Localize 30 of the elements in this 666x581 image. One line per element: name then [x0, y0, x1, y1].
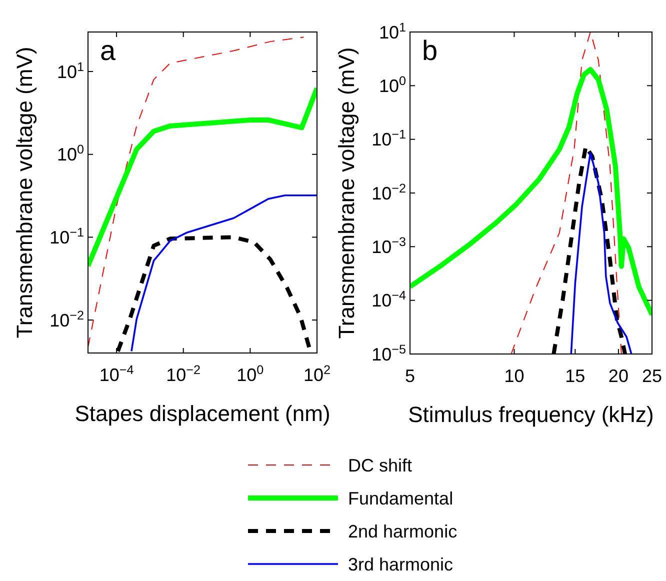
x-axis-title: Stapes displacement (nm) [74, 401, 330, 426]
y-tick-label: 10$^{1}$ [56, 60, 84, 82]
annotation: b [422, 35, 438, 66]
x-tick-label: 10$^{0}$ [236, 363, 264, 385]
x-axis-title: Stimulus frequency (kHz) [408, 402, 654, 427]
y-tick-label: 10$^{−5}$ [372, 342, 406, 364]
y-tick-label: 10$^{−3}$ [372, 234, 406, 257]
x-tick-label: 20 [608, 366, 628, 386]
annotation: a [100, 35, 116, 66]
x-tick-label: 15 [565, 366, 586, 386]
y-tick-label: 10$^{0}$ [56, 142, 84, 165]
legend-label: 2nd harmonic [348, 521, 458, 542]
y-tick-label: 10$^{−2}$ [372, 181, 406, 204]
x-tick-label: 5 [404, 366, 416, 386]
y-tick-label: 10$^{−1}$ [50, 226, 84, 248]
y-tick-label: 10$^{1}$ [378, 20, 406, 42]
x-tick-label: 10$^{−2}$ [166, 363, 201, 385]
x-tick-label: 10$^{−4}$ [99, 363, 134, 385]
x-tick-label: 10 [504, 366, 524, 386]
y-axis-title: Transmembrane voltage (mV) [12, 46, 37, 338]
y-tick-label: 10$^{−2}$ [50, 308, 84, 330]
legend-label: 3rd harmonic [348, 554, 454, 574]
y-tick-label: 10$^{−1}$ [372, 128, 406, 150]
x-tick-label: 25 [642, 366, 662, 386]
legend-label: Fundamental [348, 488, 454, 508]
y-tick-label: 10$^{−4}$ [372, 288, 406, 311]
y-tick-label: 10$^{0}$ [378, 74, 406, 96]
x-tick-label: 10$^{2}$ [303, 363, 331, 385]
y-axis-title: Transmembrane voltage (mV) [334, 47, 359, 339]
legend-label: DC shift [348, 455, 412, 476]
